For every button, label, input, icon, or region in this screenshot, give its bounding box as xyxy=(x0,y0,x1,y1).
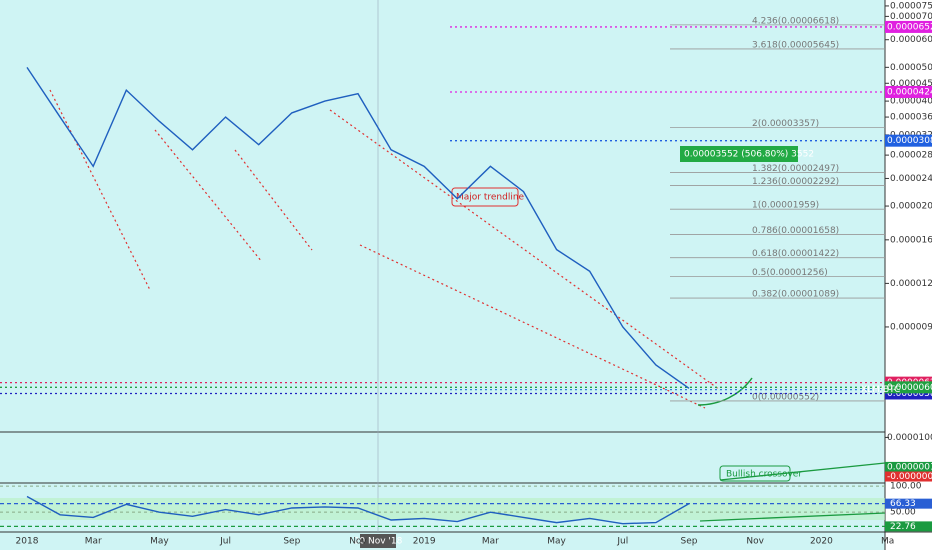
annotation-box xyxy=(719,465,791,482)
fib-label: 0.5(0.00001256) xyxy=(752,268,828,278)
fib-label: 2(0.00003357) xyxy=(752,119,819,129)
x-tick-label: May xyxy=(150,537,169,547)
x-tick-label: 2019 xyxy=(413,537,436,547)
price-tag-label: 0.00003080 xyxy=(887,136,932,146)
symbol-label: XLM/BTC xyxy=(861,385,900,395)
rsi-band xyxy=(0,498,885,520)
rsi-tag xyxy=(885,521,932,532)
x-tick-label: Jul xyxy=(219,537,231,547)
fib-label: 0.618(0.00001422) xyxy=(752,249,839,259)
y-tick-label: 0.00007000 xyxy=(890,12,932,22)
y-tick-label: 0.00005000 xyxy=(890,63,932,73)
price-line-series xyxy=(26,66,690,389)
macd-arrow xyxy=(719,462,886,481)
x-tick-label: Ma xyxy=(881,537,894,547)
rsi-tag xyxy=(885,498,932,509)
macd-tick-label: 0.00000014 xyxy=(887,462,932,472)
price-tag-label: 0.00000604 xyxy=(887,383,932,393)
y-tick-label: 0.00004500 xyxy=(890,79,932,89)
rsi-tick-label: 50.00 xyxy=(890,508,916,518)
macd-tag xyxy=(885,471,932,482)
crosshair-label-bg xyxy=(360,534,396,548)
crosshair-label: 20 Nov '18 xyxy=(354,537,403,547)
x-tick-label: 2018 xyxy=(16,537,39,547)
x-tick-label: Sep xyxy=(681,537,698,547)
price-tag xyxy=(885,85,932,98)
fib-label: 3.618(0.00005645) xyxy=(752,40,839,50)
x-tick-label: Mar xyxy=(482,537,499,547)
x-tick-label: Nov xyxy=(349,537,367,547)
rsi-line xyxy=(26,495,690,525)
macd-tick-label: -0.00000014 xyxy=(887,472,932,482)
y-tick-label: 0.00006000 xyxy=(890,35,932,45)
rsi-tag-label: 22.76 xyxy=(890,522,916,532)
rsi-tick-label: 100.00 xyxy=(890,482,922,492)
fib-label: 0.382(0.00001089) xyxy=(752,290,839,300)
y-tick-label: 0.00002800 xyxy=(890,151,932,161)
x-tick-label: Jul xyxy=(616,537,628,547)
projection-arrow xyxy=(697,377,753,406)
fib-label: 4.236(0.00006618) xyxy=(752,16,839,26)
fib-label: 1.236(0.00002292) xyxy=(752,177,839,187)
y-tick-label: 0.00001600 xyxy=(890,235,932,245)
x-tick-label: Mar xyxy=(85,537,102,547)
y-tick-label: 0.00004000 xyxy=(890,97,932,107)
rsi-tag-label: 66.33 xyxy=(890,499,916,509)
macd-tag xyxy=(885,461,932,472)
price-tag-label: 0.00004249 xyxy=(887,87,932,97)
y-tick-label: 0.00001200 xyxy=(890,279,932,289)
y-tick-label: 0.00002000 xyxy=(890,202,932,212)
x-tick-label: Sep xyxy=(283,537,300,547)
macd-tick-label: 0.00001000 xyxy=(887,433,932,443)
price-tag xyxy=(885,20,932,33)
price-tag-label: 0.00000580 xyxy=(887,389,932,399)
x-tick-label: May xyxy=(547,537,566,547)
annotation: 0.00003552 (506.80%) 3552 xyxy=(684,150,814,160)
fib-label: 0.786(0.00001658) xyxy=(752,226,839,236)
trendlines xyxy=(49,89,721,409)
annotation-box xyxy=(451,187,519,207)
fib-label: 1.382(0.00002497) xyxy=(752,164,839,174)
measure-box xyxy=(680,146,798,162)
fib-label: 1(0.00001959) xyxy=(752,201,819,211)
y-tick-label: 0.00000900 xyxy=(890,322,932,332)
y-tick-label: 0.00002400 xyxy=(890,174,932,184)
price-tag-label: 0.00006529 xyxy=(887,22,932,32)
annotation: Bullish crossover xyxy=(726,470,802,480)
x-tick-label: 2020 xyxy=(810,537,833,547)
y-tick-label: 0.00003600 xyxy=(890,113,932,123)
annotation: Major trendline xyxy=(456,193,525,203)
fib-label: 0(0.00000552) xyxy=(752,392,819,402)
y-tick-label: 0.00007500 xyxy=(890,1,932,11)
price-tag xyxy=(885,134,932,147)
rsi-arrow xyxy=(699,512,886,522)
price-tag xyxy=(885,381,932,394)
x-tick-label: Nov xyxy=(746,537,764,547)
